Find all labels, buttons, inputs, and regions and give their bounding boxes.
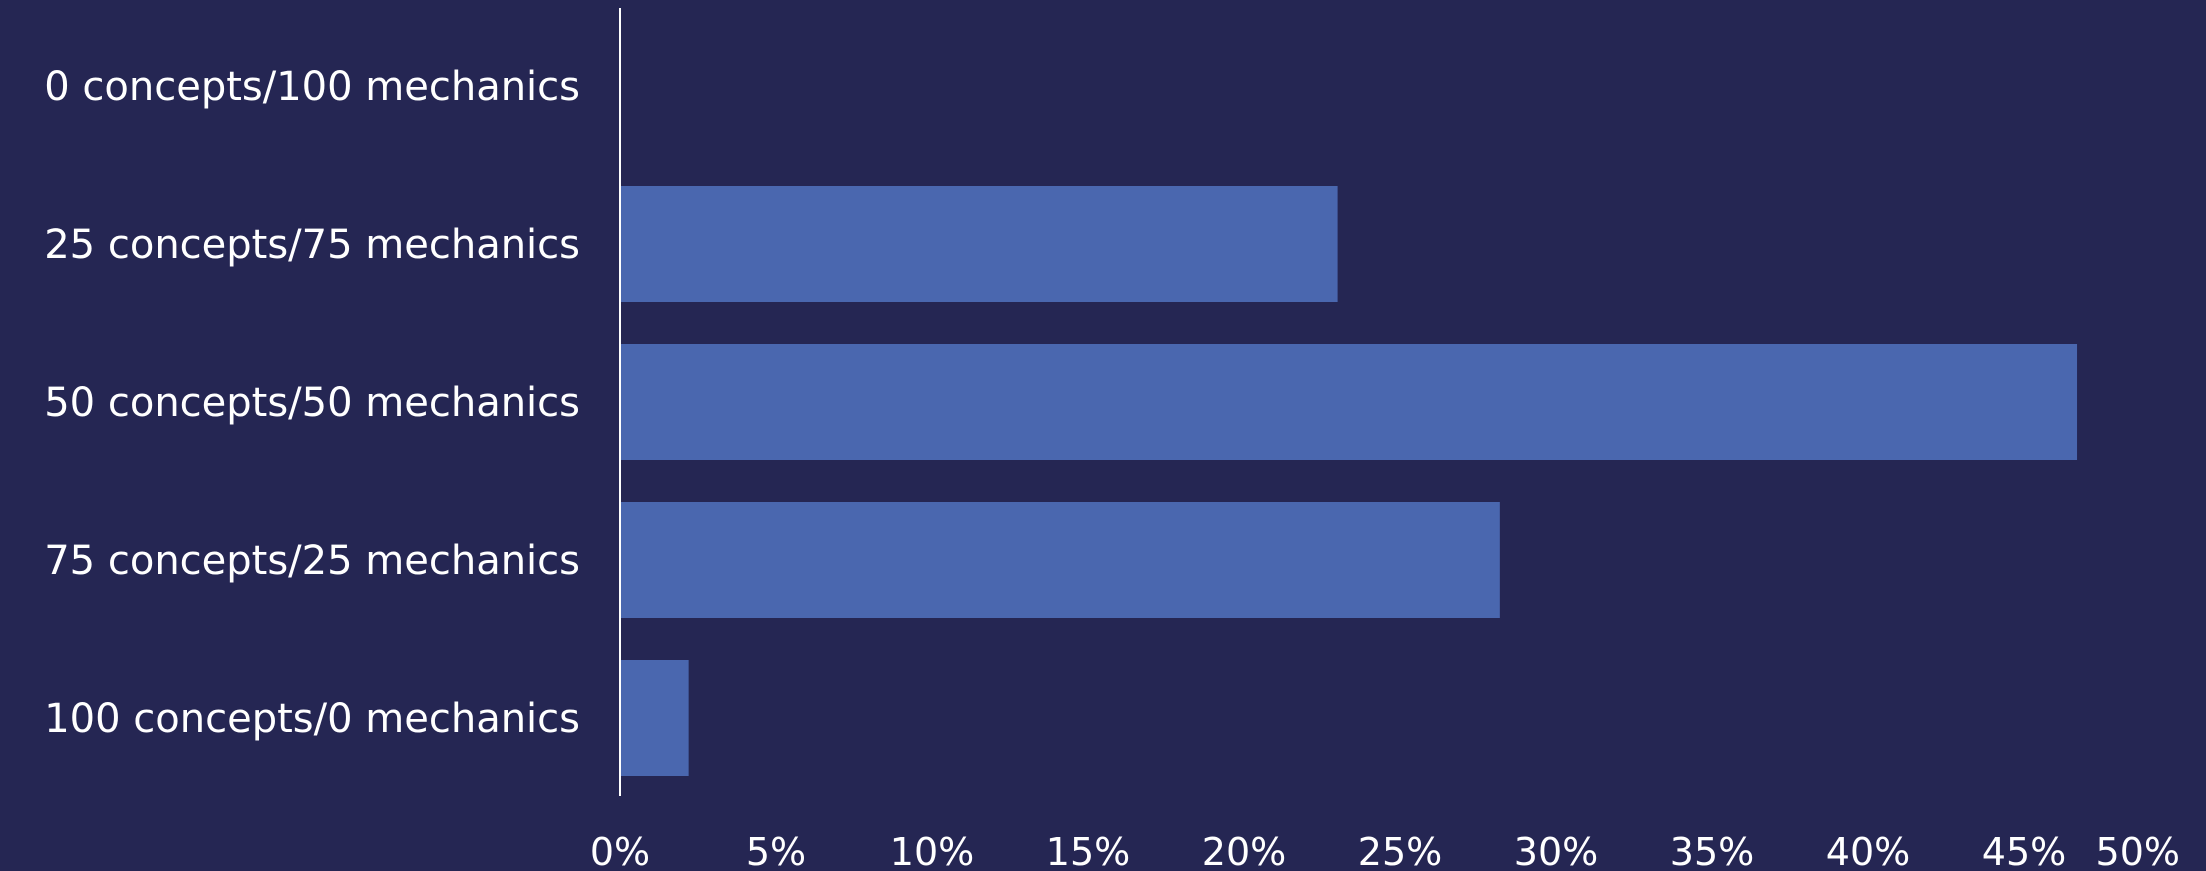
category-label-0: 0 concepts/100 mechanics	[44, 64, 580, 110]
x-tick-label-8: 40%	[1826, 830, 1910, 871]
x-tick-label-9: 45%	[1982, 830, 2066, 871]
bar-1	[620, 186, 1338, 302]
x-tick-labels: 0% 5% 10% 15% 20% 25% 30% 35% 40% 45% 50%	[590, 830, 2180, 871]
x-tick-label-3: 15%	[1046, 830, 1130, 871]
x-tick-label-5: 25%	[1358, 830, 1442, 871]
category-label-3: 75 concepts/25 mechanics	[44, 538, 580, 584]
bars-group	[620, 186, 2078, 776]
category-label-1: 25 concepts/75 mechanics	[44, 222, 580, 268]
x-tick-label-2: 10%	[890, 830, 974, 871]
category-labels: 0 concepts/100 mechanics 25 concepts/75 m…	[44, 64, 580, 742]
x-tick-label-6: 30%	[1514, 830, 1598, 871]
bar-2	[620, 344, 2078, 460]
x-tick-label-7: 35%	[1670, 830, 1754, 871]
category-label-2: 50 concepts/50 mechanics	[44, 380, 580, 426]
category-label-4: 100 concepts/0 mechanics	[44, 696, 580, 742]
bar-3	[620, 502, 1500, 618]
x-tick-label-10: 50%	[2096, 830, 2180, 871]
x-tick-label-1: 5%	[746, 830, 806, 871]
x-tick-label-4: 20%	[1202, 830, 1286, 871]
bar-4	[620, 660, 689, 776]
x-tick-label-0: 0%	[590, 830, 650, 871]
